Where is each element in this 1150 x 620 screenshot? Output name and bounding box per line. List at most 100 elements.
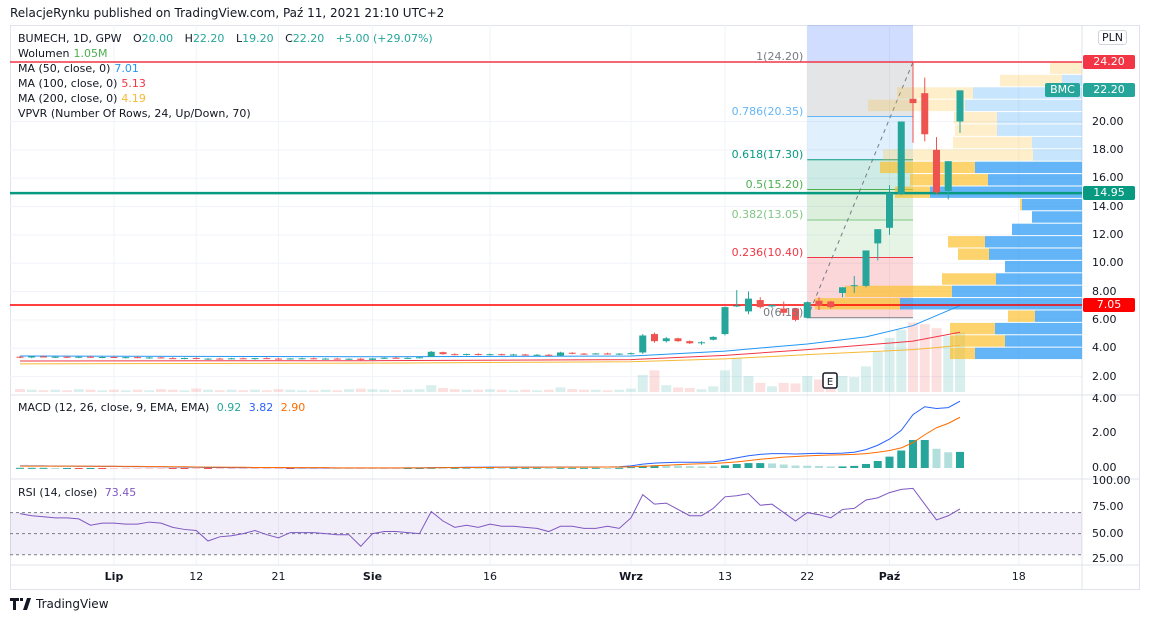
volume-value: 1.05M <box>73 47 108 60</box>
macd-label[interactable]: MACD (12, 26, close, 9, EMA, EMA) <box>18 401 210 414</box>
price-axis-label: 10.00 <box>1092 256 1124 270</box>
candle-body <box>756 300 764 308</box>
candle-body <box>768 305 776 307</box>
macd-hist-value: 0.92 <box>216 401 242 414</box>
macd-histogram-bar <box>262 468 271 469</box>
ma200-label[interactable]: MA (200, close, 0) <box>18 92 118 105</box>
fib-trend-line <box>806 61 914 318</box>
volume-bar <box>567 389 578 392</box>
macd-histogram-bar <box>556 467 565 469</box>
vpvr-up-bar <box>1012 223 1082 236</box>
candle-body <box>545 354 553 356</box>
ma50-label[interactable]: MA (50, close, 0) <box>18 62 111 75</box>
vpvr-up-bar <box>965 99 1082 112</box>
volume-bar <box>908 322 918 392</box>
ma100-label[interactable]: MA (100, close, 0) <box>18 77 118 90</box>
volume-label[interactable]: Wolumen <box>18 47 70 60</box>
fib-level-label: 0.382(13.05) <box>731 207 804 221</box>
macd-histogram-bar <box>873 461 882 468</box>
ma100-line <box>19 331 961 362</box>
fib-level-label: 0(6.15) <box>763 305 804 319</box>
candle-body <box>122 357 130 359</box>
macd-histogram-bar <box>215 468 224 469</box>
volume-bar <box>62 390 72 392</box>
candle-body <box>404 357 412 359</box>
rsi-axis-label: 100.00 <box>1092 474 1131 487</box>
candle-body <box>216 358 224 360</box>
volume-bar <box>802 376 813 392</box>
candle-body <box>533 354 541 356</box>
vpvr-up-bar <box>988 174 1082 186</box>
candle-body <box>63 356 71 358</box>
tradingview-logo[interactable]: TradingView <box>10 597 109 611</box>
volume-bar <box>179 390 190 392</box>
candle-body <box>239 358 247 360</box>
vpvr-up-bar <box>1032 211 1082 223</box>
vpvr-label[interactable]: VPVR (Number Of Rows, 24, Up/Down, 70) <box>18 107 251 120</box>
vpvr-down-bar <box>950 335 1005 347</box>
fib-zone <box>807 219 913 258</box>
macd-histogram-bar <box>956 451 964 468</box>
volume-bar <box>414 389 425 392</box>
macd-histogram-bar <box>133 468 142 469</box>
publisher-caption: RelacjeRynku published on TradingView.co… <box>10 6 445 20</box>
volume-bar <box>955 332 965 392</box>
volume-bar <box>626 388 636 392</box>
candle-body <box>357 358 365 360</box>
volume-bar <box>226 389 237 392</box>
earnings-marker <box>822 372 838 389</box>
candle-body <box>427 351 435 357</box>
candle-body <box>463 354 470 356</box>
vpvr-up-bar <box>900 298 1082 310</box>
macd-histogram-bar <box>615 467 624 469</box>
time-axis-label: 22 <box>800 570 815 583</box>
volume-bar <box>755 382 766 392</box>
macd-histogram-bar <box>544 468 553 469</box>
candle-body <box>698 342 705 344</box>
volume-bar <box>790 383 801 392</box>
vpvr-up-bar <box>997 112 1082 124</box>
vpvr-down-bar <box>897 87 973 99</box>
open-label: O <box>132 32 142 45</box>
macd-histogram-bar <box>897 450 906 468</box>
volume-bar <box>367 389 378 392</box>
candle-body <box>592 353 600 355</box>
macd-histogram-bar <box>909 440 917 468</box>
volume-bar <box>191 388 202 392</box>
volume-bar <box>485 389 495 392</box>
symbol-legend: BUMECH, 1D, GPW O20.00 H22.20 L19.20 C22… <box>18 32 437 45</box>
volume-bar <box>743 376 754 392</box>
macd-histogram-bar <box>826 466 835 468</box>
rsi-label[interactable]: RSI (14, close) <box>18 486 98 499</box>
price-axis-label: 14.00 <box>1092 199 1124 213</box>
volume-bar <box>602 390 613 392</box>
macd-histogram-bar <box>497 467 506 469</box>
currency-button[interactable]: PLN <box>1098 30 1127 45</box>
volume-bar <box>156 389 166 392</box>
macd-histogram-bar <box>685 466 694 468</box>
volume-bar <box>391 390 401 392</box>
candle-body <box>933 149 940 193</box>
macd-histogram-bar <box>16 467 24 469</box>
fib-zone <box>807 116 913 160</box>
vpvr-up-bar <box>995 322 1082 335</box>
macd-axis-label: 0.00 <box>1092 461 1117 474</box>
candle-body <box>615 353 623 355</box>
symbol-label[interactable]: BUMECH, 1D, GPW <box>18 32 122 45</box>
volume-bar <box>720 370 730 392</box>
ma50-value: 7.01 <box>114 62 139 75</box>
candle-body <box>921 93 929 135</box>
macd-histogram-bar <box>791 465 800 468</box>
vpvr-down-bar <box>948 236 985 248</box>
volume-bar <box>461 389 472 392</box>
candle-body <box>204 358 212 360</box>
ma200-line <box>19 345 961 365</box>
volume-bar <box>767 386 777 392</box>
price-axis-label: 6.00 <box>1092 312 1117 326</box>
macd-histogram-bar <box>180 468 189 469</box>
vpvr-down-bar <box>950 322 995 335</box>
volume-bar <box>132 389 143 392</box>
candle-body <box>322 358 329 360</box>
volume-bar <box>26 389 37 392</box>
